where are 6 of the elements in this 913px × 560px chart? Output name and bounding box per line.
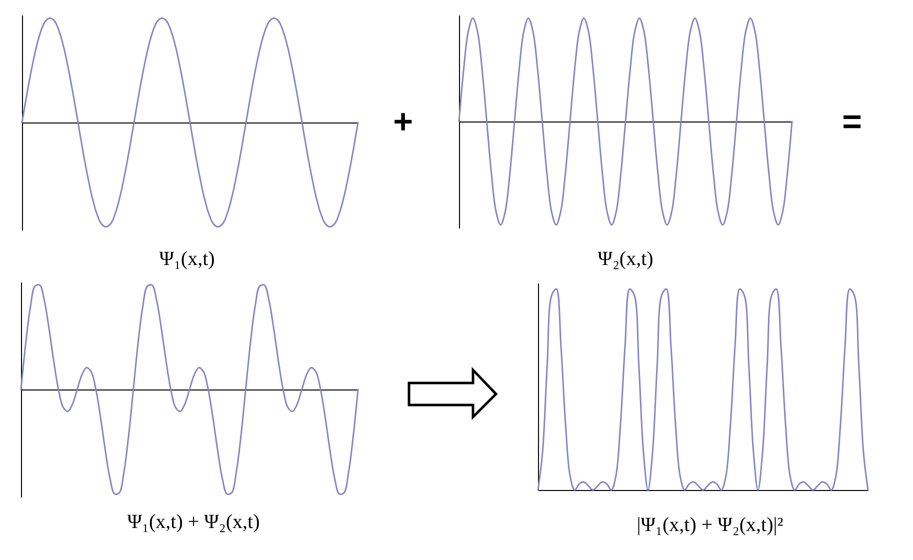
text: Ψ₁(x,t) <box>159 248 215 270</box>
text: = <box>842 103 862 141</box>
text: Ψ₂(x,t) <box>598 248 654 270</box>
text: |Ψ₁(x,t) + Ψ₂(x,t)|² <box>636 514 784 536</box>
text: Ψ₁(x,t) + Ψ₂(x,t) <box>127 511 260 533</box>
text: + <box>393 103 413 141</box>
